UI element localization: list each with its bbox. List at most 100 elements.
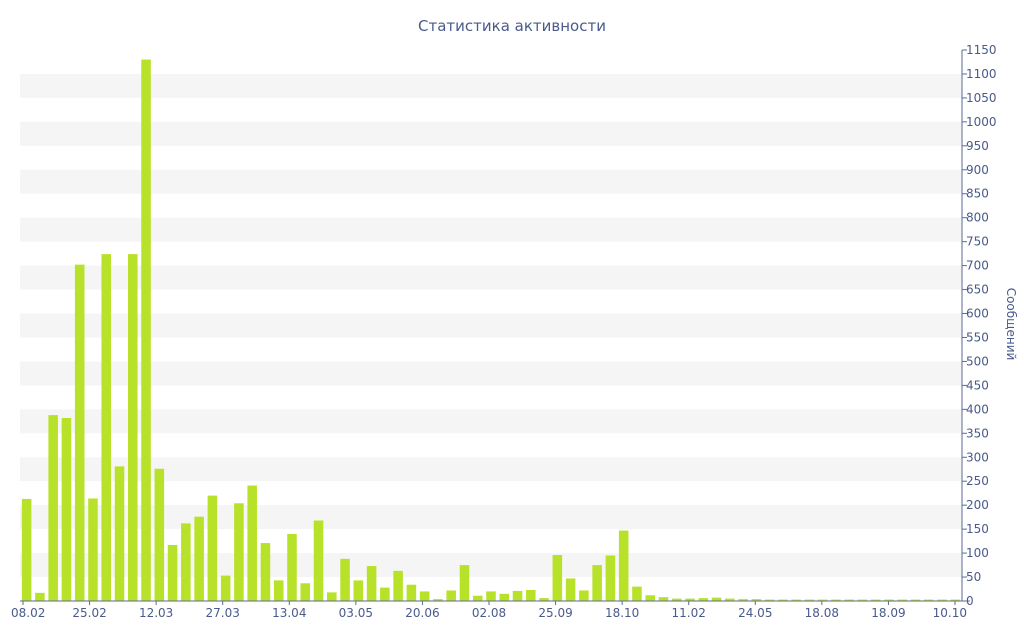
y-tick-label: 1050 <box>966 91 997 105</box>
bar <box>844 599 855 601</box>
bar <box>592 565 602 601</box>
grid-band <box>20 121 962 146</box>
x-tick-label: 20.06 <box>405 606 439 620</box>
bar <box>247 485 257 601</box>
y-tick-label: 250 <box>966 474 989 488</box>
bar <box>552 555 563 601</box>
y-tick-label: 900 <box>966 163 989 177</box>
x-tick-label: 24.05 <box>738 606 772 620</box>
bar <box>791 599 801 601</box>
bar <box>406 584 417 601</box>
x-tick-label: 27.03 <box>206 606 240 620</box>
chart-title: Статистика активности <box>418 17 606 35</box>
bar <box>127 254 138 601</box>
bar <box>539 598 549 601</box>
bar <box>645 595 655 601</box>
x-tick-label: 18.08 <box>805 606 839 620</box>
bar <box>897 599 908 601</box>
bar <box>565 578 576 601</box>
y-tick-label: 500 <box>966 354 989 368</box>
y-axis-title: Сообщений <box>1004 288 1018 361</box>
bar <box>831 599 841 601</box>
x-tick-label: 02.08 <box>472 606 506 620</box>
x-tick-label: 18.09 <box>871 606 905 620</box>
grid-band <box>20 73 962 98</box>
bar <box>207 495 218 601</box>
bar <box>114 466 125 601</box>
y-tick-label: 200 <box>966 498 989 512</box>
y-tick-label: 750 <box>966 235 989 249</box>
grid-band <box>20 361 962 386</box>
y-tick-label: 1150 <box>966 43 997 57</box>
bar <box>141 59 151 602</box>
bar <box>101 254 112 601</box>
bar <box>817 599 828 601</box>
bar <box>194 516 204 601</box>
bar <box>35 592 45 601</box>
bar <box>260 543 271 601</box>
x-tick-label: 25.02 <box>72 606 106 620</box>
bar <box>74 264 85 601</box>
y-tick-label: 100 <box>966 546 989 560</box>
bar <box>857 599 868 601</box>
x-tick-label: 18.10 <box>605 606 639 620</box>
x-tick-label: 03.05 <box>339 606 373 620</box>
bar <box>884 599 894 601</box>
x-axis: 08.02 25.02 12.03 27.03 13.04 03.05 20.06 02.08… <box>11 600 970 620</box>
bar <box>499 593 510 601</box>
bar <box>725 598 735 601</box>
bar <box>446 590 456 601</box>
bar <box>234 503 244 601</box>
bar <box>937 599 947 601</box>
bar <box>526 589 536 601</box>
grid-band <box>20 217 962 242</box>
bar <box>273 580 284 601</box>
x-tick-label: 11.02 <box>672 606 706 620</box>
grid-bands <box>20 73 962 578</box>
bar <box>924 599 934 601</box>
bar <box>804 599 815 601</box>
grid-band <box>20 265 962 290</box>
bar <box>433 599 443 601</box>
x-tick-label: 10.10 <box>933 606 967 620</box>
bar <box>738 599 748 601</box>
bar <box>154 468 165 601</box>
x-tick-label: 12.03 <box>139 606 173 620</box>
bar <box>472 595 483 601</box>
grid-band <box>20 409 962 434</box>
y-tick-label: 300 <box>966 450 989 464</box>
bar <box>21 498 32 601</box>
bar <box>512 590 523 601</box>
bar <box>486 591 496 601</box>
bar <box>61 417 72 601</box>
grid-band <box>20 169 962 194</box>
bar <box>778 599 788 601</box>
bar <box>711 597 722 601</box>
x-tick-label: 13.04 <box>272 606 306 620</box>
bar <box>632 586 642 601</box>
y-tick-label: 350 <box>966 426 989 440</box>
bar <box>366 566 377 601</box>
y-tick-label: 1000 <box>966 115 997 129</box>
bar <box>618 530 629 601</box>
bar <box>340 558 350 601</box>
bar <box>48 415 58 601</box>
bar <box>579 590 589 601</box>
bar <box>870 599 881 601</box>
bar <box>910 599 921 601</box>
bar <box>88 498 98 601</box>
y-tick-label: 650 <box>966 283 989 297</box>
bar <box>313 520 324 601</box>
bar <box>605 555 616 601</box>
x-tick-label: 25.09 <box>538 606 572 620</box>
y-tick-label: 1100 <box>966 67 997 81</box>
y-axis: 0501001502002503003504004505005506006507… <box>961 43 997 608</box>
bar <box>459 565 470 601</box>
bar <box>658 597 669 601</box>
bar <box>167 544 178 601</box>
y-tick-label: 800 <box>966 211 989 225</box>
bar <box>950 599 961 601</box>
bar <box>181 523 191 601</box>
bar <box>393 570 403 601</box>
